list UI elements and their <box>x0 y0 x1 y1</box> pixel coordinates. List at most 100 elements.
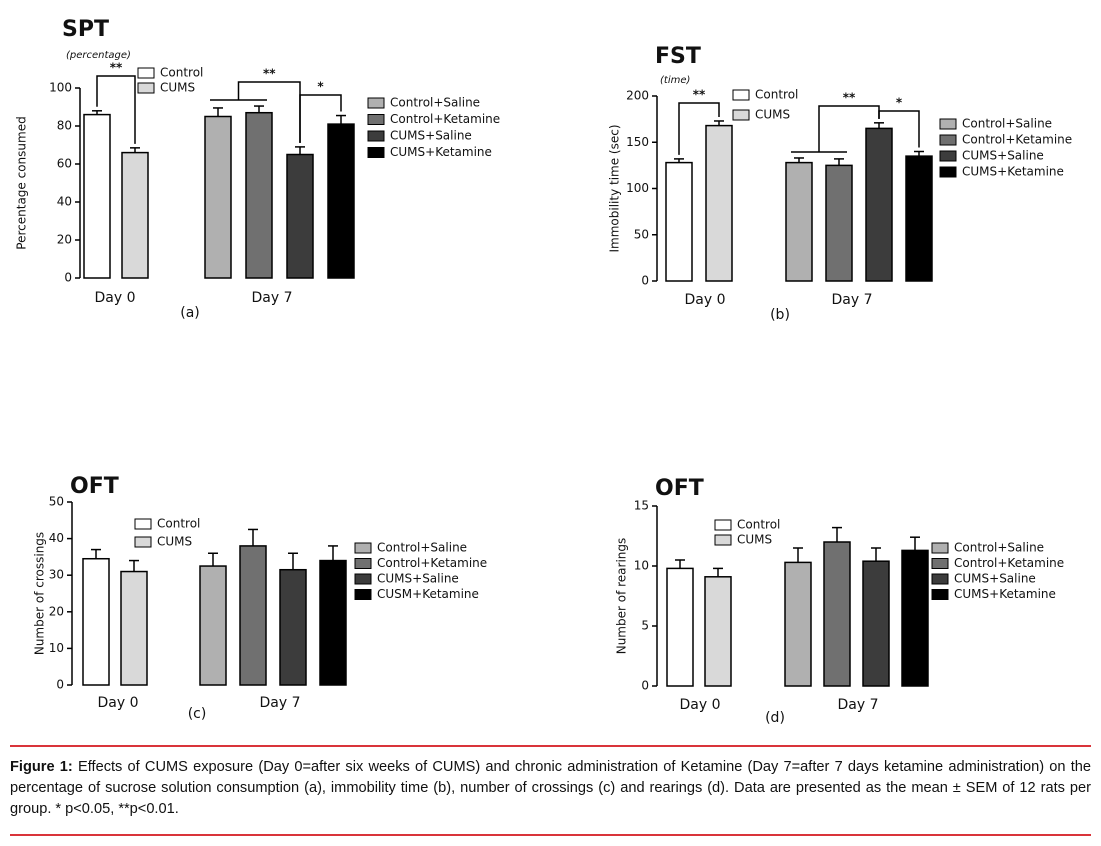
legend-swatch <box>134 518 152 530</box>
legend-swatch <box>931 589 949 600</box>
y-tick-label: 0 <box>56 678 64 692</box>
panel-label: (a) <box>180 305 200 321</box>
legend-label: CUMS <box>160 81 195 95</box>
bar <box>239 545 267 686</box>
legend-label: Control <box>160 66 203 80</box>
y-axis-label: Percentage consumed <box>15 116 29 249</box>
legend-swatch <box>354 589 372 600</box>
significance-label: ** <box>843 91 856 105</box>
legend-label: Control+Saline <box>962 117 1052 131</box>
significance-bracket <box>878 110 920 148</box>
legend-swatch <box>931 558 949 569</box>
legend-label: Control+Ketamine <box>962 133 1072 147</box>
legend-label: CUMS+Saline <box>390 129 472 143</box>
legend-swatch <box>939 150 957 162</box>
chart-subtitle: (time) <box>660 75 690 86</box>
legend-label: CUMS+Ketamine <box>954 587 1056 601</box>
significance-label: ** <box>263 67 276 81</box>
caption-label: Figure 1: <box>10 759 73 775</box>
legend-swatch <box>137 82 155 94</box>
bar <box>905 155 933 282</box>
bar <box>82 557 110 686</box>
bar <box>120 570 148 686</box>
bar <box>121 151 149 279</box>
x-category-label: Day 7 <box>837 697 878 713</box>
legend-label: CUMS+Ketamine <box>390 145 492 159</box>
significance-label: * <box>896 96 903 110</box>
bar <box>705 124 733 282</box>
y-tick-label: 20 <box>49 604 64 618</box>
x-category-label: Day 0 <box>94 290 135 306</box>
bar <box>83 113 111 279</box>
bar <box>245 111 273 279</box>
legend-swatch <box>367 114 385 125</box>
legend-swatch <box>714 519 732 531</box>
bar <box>279 568 307 686</box>
significance-bracket <box>299 94 342 143</box>
bar <box>204 115 232 279</box>
legend-swatch <box>714 534 732 546</box>
legend-label: Control <box>737 518 780 532</box>
y-axis-label: Immobility time (sec) <box>608 124 622 252</box>
y-tick-label: 0 <box>641 274 649 288</box>
x-category-label: Day 7 <box>831 292 872 308</box>
y-tick-label: 50 <box>49 495 64 509</box>
legend-label: Control <box>157 517 200 531</box>
legend-label: Control+Ketamine <box>377 556 487 570</box>
legend-swatch <box>931 573 949 585</box>
bar <box>666 567 694 687</box>
legend-swatch <box>134 536 152 548</box>
chart-subtitle: (percentage) <box>66 50 131 61</box>
caption: Figure 1: Effects of CUMS exposure (Day … <box>10 745 1091 836</box>
legend-label: CUMS+Ketamine <box>962 165 1064 179</box>
bar <box>784 561 812 687</box>
bar <box>865 127 893 282</box>
significance-bracket <box>678 102 720 155</box>
y-tick-label: 40 <box>57 195 72 209</box>
y-tick-label: 40 <box>49 531 64 545</box>
chart-title: SPT <box>62 17 109 42</box>
y-tick-label: 10 <box>634 559 649 573</box>
legend-swatch <box>354 558 372 569</box>
bar <box>704 576 732 687</box>
bar <box>319 559 347 686</box>
significance-label: * <box>317 80 324 94</box>
legend-swatch <box>367 130 385 142</box>
bar <box>901 549 929 687</box>
chart-title: OFT <box>655 476 704 501</box>
bar <box>665 161 693 282</box>
bar <box>286 153 314 279</box>
significance-label: ** <box>693 88 706 102</box>
bar <box>823 541 851 687</box>
legend-swatch <box>939 166 957 178</box>
legend-swatch <box>939 134 957 146</box>
y-tick-label: 200 <box>626 89 649 103</box>
legend-swatch <box>732 109 750 121</box>
legend-label: Control+Saline <box>377 541 467 555</box>
legend-label: CUSM+Ketamine <box>377 587 479 601</box>
y-axis-label: Number of rearings <box>615 538 629 655</box>
legend-swatch <box>354 573 372 585</box>
bar <box>327 123 355 279</box>
significance-label: ** <box>110 61 123 75</box>
legend-label: CUMS <box>755 108 790 122</box>
chart-title: OFT <box>70 474 119 499</box>
x-category-label: Day 0 <box>684 292 725 308</box>
legend-label: Control+Saline <box>390 96 480 110</box>
y-tick-label: 150 <box>626 135 649 149</box>
y-tick-label: 50 <box>634 227 649 241</box>
legend-label: Control+Ketamine <box>390 112 500 126</box>
bar <box>825 164 853 282</box>
x-category-label: Day 0 <box>97 695 138 711</box>
x-category-label: Day 0 <box>679 697 720 713</box>
panel-label: (b) <box>770 307 790 323</box>
figure: SPT (percentage) Percentage consumed 0 20 40 6… <box>15 17 1073 726</box>
legend-label: CUMS+Saline <box>954 572 1036 586</box>
y-tick-label: 100 <box>626 181 649 195</box>
y-tick-label: 20 <box>57 233 72 247</box>
legend-label: CUMS+Saline <box>377 572 459 586</box>
significance-bracket <box>96 75 136 144</box>
chart-title: FST <box>655 44 701 69</box>
y-axis-label: Number of crossings <box>33 532 47 655</box>
